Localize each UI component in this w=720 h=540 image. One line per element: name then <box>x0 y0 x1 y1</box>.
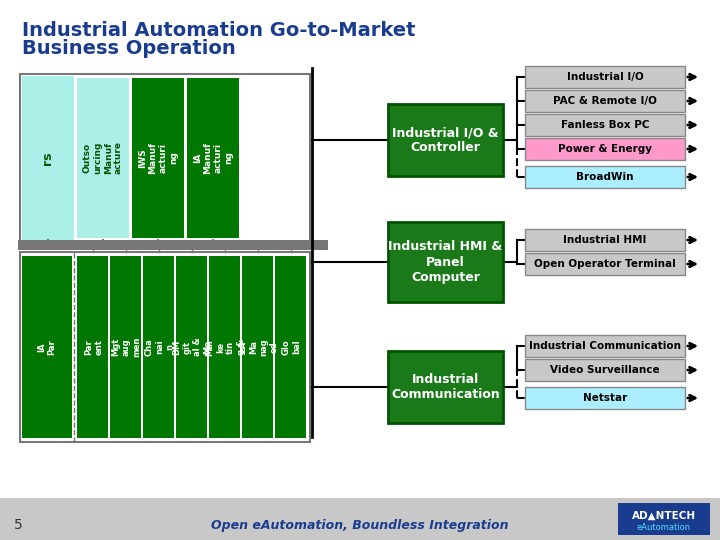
FancyBboxPatch shape <box>0 498 720 540</box>
FancyBboxPatch shape <box>275 256 306 438</box>
Text: 5: 5 <box>14 518 23 532</box>
Text: eAutomation: eAutomation <box>637 523 691 532</box>
Text: Fanless Box PC: Fanless Box PC <box>561 120 649 130</box>
FancyBboxPatch shape <box>525 138 685 160</box>
FancyBboxPatch shape <box>525 229 685 251</box>
Text: Video Surveillance: Video Surveillance <box>550 365 660 375</box>
FancyBboxPatch shape <box>525 114 685 136</box>
Text: Industrial HMI &
Panel
Computer: Industrial HMI & Panel Computer <box>388 240 503 284</box>
Text: IWS
Manuf
acturi
ng: IWS Manuf acturi ng <box>138 142 178 174</box>
FancyBboxPatch shape <box>388 104 503 176</box>
Text: Business Operation: Business Operation <box>22 38 235 57</box>
Text: Cha
nai
n: Cha nai n <box>145 338 174 356</box>
FancyBboxPatch shape <box>132 78 184 238</box>
FancyBboxPatch shape <box>18 240 328 250</box>
Text: Industrial
Communication: Industrial Communication <box>391 373 500 401</box>
Text: rs: rs <box>42 151 55 165</box>
FancyBboxPatch shape <box>187 78 239 238</box>
FancyBboxPatch shape <box>618 503 710 535</box>
Text: Glo
bal: Glo bal <box>282 339 301 355</box>
Text: Outso
urcing
Manuf
acture: Outso urcing Manuf acture <box>83 141 123 174</box>
Text: Industrial I/O: Industrial I/O <box>567 72 644 82</box>
Text: Open eAutomation, Boundless Integration: Open eAutomation, Boundless Integration <box>211 518 509 531</box>
Text: Power & Energy: Power & Energy <box>558 144 652 154</box>
Text: Industrial Communication: Industrial Communication <box>529 341 681 351</box>
Text: Netstar: Netstar <box>583 393 627 403</box>
FancyBboxPatch shape <box>525 335 685 357</box>
FancyBboxPatch shape <box>525 253 685 275</box>
FancyBboxPatch shape <box>388 222 503 302</box>
Text: Open Operator Terminal: Open Operator Terminal <box>534 259 676 269</box>
FancyBboxPatch shape <box>176 256 207 438</box>
Text: Mar
ke
tin
g &: Mar ke tin g & <box>205 338 246 356</box>
Text: Industrial HMI: Industrial HMI <box>563 235 647 245</box>
Text: eA
Ma
nag
ed: eA Ma nag ed <box>238 338 279 356</box>
Text: BroadWin: BroadWin <box>576 172 634 182</box>
Text: Industrial Automation Go-to-Market: Industrial Automation Go-to-Market <box>22 21 415 39</box>
Text: IA
Par: IA Par <box>37 339 57 355</box>
FancyBboxPatch shape <box>242 256 273 438</box>
FancyBboxPatch shape <box>209 256 240 438</box>
Text: Par
ent: Par ent <box>84 339 103 355</box>
Text: IA
Manuf
acturi
ng: IA Manuf acturi ng <box>193 142 233 174</box>
FancyBboxPatch shape <box>525 66 685 88</box>
Text: Industrial I/O &
Controller: Industrial I/O & Controller <box>392 126 499 154</box>
FancyBboxPatch shape <box>525 359 685 381</box>
Text: AD▲NTECH: AD▲NTECH <box>632 511 696 521</box>
FancyBboxPatch shape <box>110 256 141 438</box>
FancyBboxPatch shape <box>143 256 174 438</box>
FancyBboxPatch shape <box>22 76 74 240</box>
Text: PAC & Remote I/O: PAC & Remote I/O <box>553 96 657 106</box>
Text: Mgt
aug
men: Mgt aug men <box>112 337 141 357</box>
FancyBboxPatch shape <box>77 256 108 438</box>
FancyBboxPatch shape <box>525 166 685 188</box>
FancyBboxPatch shape <box>525 90 685 112</box>
FancyBboxPatch shape <box>525 387 685 409</box>
FancyBboxPatch shape <box>77 78 129 238</box>
Text: DM
git
al &
Mo: DM git al & Mo <box>172 338 212 356</box>
FancyBboxPatch shape <box>388 351 503 423</box>
FancyBboxPatch shape <box>22 256 72 438</box>
